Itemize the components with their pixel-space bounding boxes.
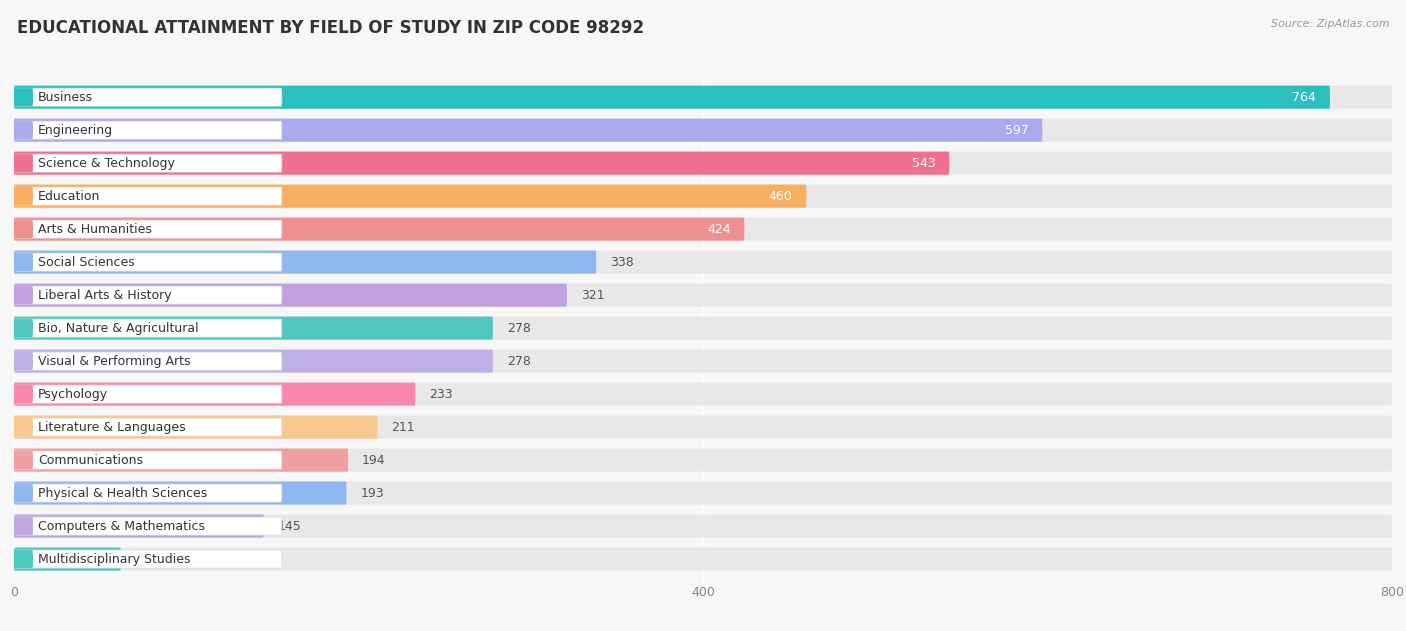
Text: Physical & Health Sciences: Physical & Health Sciences [38,487,208,500]
Text: Bio, Nature & Agricultural: Bio, Nature & Agricultural [38,322,198,334]
FancyBboxPatch shape [15,220,281,238]
FancyBboxPatch shape [13,352,32,370]
FancyBboxPatch shape [13,385,32,403]
FancyBboxPatch shape [15,253,281,271]
FancyBboxPatch shape [13,253,32,271]
Text: 424: 424 [707,223,731,235]
FancyBboxPatch shape [13,286,32,304]
FancyBboxPatch shape [14,185,807,208]
Text: 62: 62 [135,553,150,565]
Text: Arts & Humanities: Arts & Humanities [38,223,152,235]
FancyBboxPatch shape [13,319,32,337]
FancyBboxPatch shape [15,352,281,370]
Text: 764: 764 [1292,91,1316,103]
Text: EDUCATIONAL ATTAINMENT BY FIELD OF STUDY IN ZIP CODE 98292: EDUCATIONAL ATTAINMENT BY FIELD OF STUDY… [17,19,644,37]
Text: Engineering: Engineering [38,124,114,137]
FancyBboxPatch shape [14,86,1330,109]
Text: 233: 233 [429,387,453,401]
FancyBboxPatch shape [14,449,349,471]
Text: 460: 460 [769,190,793,203]
FancyBboxPatch shape [15,517,281,535]
Text: 278: 278 [506,322,530,334]
Text: Liberal Arts & History: Liberal Arts & History [38,288,172,302]
FancyBboxPatch shape [14,317,494,339]
FancyBboxPatch shape [15,286,281,304]
FancyBboxPatch shape [13,484,32,502]
FancyBboxPatch shape [14,481,1392,505]
FancyBboxPatch shape [13,451,32,469]
FancyBboxPatch shape [14,283,567,307]
Text: 145: 145 [277,519,301,533]
Text: 543: 543 [911,156,935,170]
FancyBboxPatch shape [15,550,281,568]
Text: Science & Technology: Science & Technology [38,156,176,170]
FancyBboxPatch shape [15,319,281,337]
FancyBboxPatch shape [13,154,32,172]
FancyBboxPatch shape [14,416,377,439]
FancyBboxPatch shape [14,185,1392,208]
FancyBboxPatch shape [15,154,281,172]
Text: Communications: Communications [38,454,143,466]
Text: Visual & Performing Arts: Visual & Performing Arts [38,355,191,368]
FancyBboxPatch shape [13,220,32,238]
FancyBboxPatch shape [14,151,1392,175]
FancyBboxPatch shape [14,119,1392,142]
FancyBboxPatch shape [14,416,1392,439]
FancyBboxPatch shape [13,418,32,436]
FancyBboxPatch shape [14,119,1042,142]
FancyBboxPatch shape [14,514,264,538]
Text: 321: 321 [581,288,605,302]
FancyBboxPatch shape [15,121,281,139]
Text: 211: 211 [391,421,415,433]
Text: Multidisciplinary Studies: Multidisciplinary Studies [38,553,191,565]
Text: Literature & Languages: Literature & Languages [38,421,186,433]
Text: Source: ZipAtlas.com: Source: ZipAtlas.com [1271,19,1389,29]
FancyBboxPatch shape [13,88,32,106]
Text: Education: Education [38,190,101,203]
FancyBboxPatch shape [13,550,32,568]
FancyBboxPatch shape [14,251,1392,274]
Text: Social Sciences: Social Sciences [38,256,135,269]
FancyBboxPatch shape [14,382,1392,406]
FancyBboxPatch shape [14,86,1392,109]
FancyBboxPatch shape [15,484,281,502]
Text: Computers & Mathematics: Computers & Mathematics [38,519,205,533]
FancyBboxPatch shape [14,382,415,406]
Text: Psychology: Psychology [38,387,108,401]
Text: 194: 194 [361,454,385,466]
FancyBboxPatch shape [15,88,281,106]
FancyBboxPatch shape [14,548,1392,570]
FancyBboxPatch shape [14,449,1392,471]
Text: Business: Business [38,91,93,103]
FancyBboxPatch shape [13,187,32,205]
FancyBboxPatch shape [15,418,281,436]
FancyBboxPatch shape [15,385,281,403]
FancyBboxPatch shape [14,151,949,175]
FancyBboxPatch shape [14,218,744,240]
FancyBboxPatch shape [15,187,281,205]
FancyBboxPatch shape [14,251,596,274]
Text: 597: 597 [1005,124,1029,137]
FancyBboxPatch shape [13,121,32,139]
FancyBboxPatch shape [14,350,1392,373]
FancyBboxPatch shape [14,548,121,570]
FancyBboxPatch shape [14,218,1392,240]
Text: 338: 338 [610,256,634,269]
FancyBboxPatch shape [14,514,1392,538]
FancyBboxPatch shape [14,350,494,373]
FancyBboxPatch shape [14,317,1392,339]
FancyBboxPatch shape [13,517,32,535]
FancyBboxPatch shape [15,451,281,469]
Text: 193: 193 [360,487,384,500]
FancyBboxPatch shape [14,283,1392,307]
FancyBboxPatch shape [14,481,346,505]
Text: 278: 278 [506,355,530,368]
